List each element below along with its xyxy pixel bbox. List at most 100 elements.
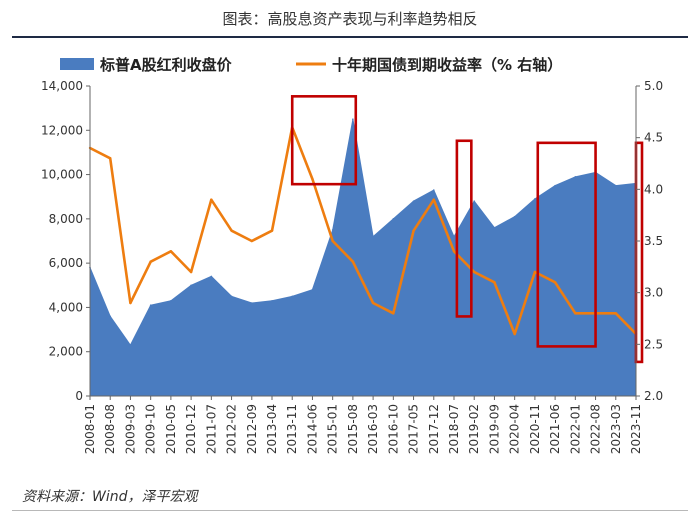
- line-point: [392, 312, 395, 315]
- area-point: [392, 218, 395, 220]
- axes: 0 2,000 4,000 6,000 8,000 10,000 12,000 14,000 2…: [41, 79, 663, 454]
- line-point: [331, 239, 334, 243]
- x-tick-label: 2012-09: [245, 404, 259, 454]
- area-point: [352, 118, 354, 121]
- y-left-tick-label: 8,000: [49, 212, 83, 226]
- x-tick-label: 2008-08: [103, 404, 117, 454]
- bottom-rule: [12, 510, 688, 511]
- x-tick-label: 2021-06: [548, 404, 562, 454]
- y-left-tick-label: 2,000: [49, 345, 83, 359]
- area-point: [271, 299, 273, 302]
- area-point: [149, 304, 152, 307]
- area-point: [534, 198, 536, 200]
- area-point: [291, 295, 294, 298]
- x-tick-label: 2023-03: [609, 404, 623, 454]
- x-tick-label: 2017-05: [407, 404, 421, 454]
- highlight-box: [634, 141, 644, 364]
- line-point: [351, 260, 355, 263]
- y-right-tick-label: 2.5: [644, 337, 663, 351]
- series-line-10y-yield: [89, 126, 637, 336]
- x-tick-label: 2015-08: [346, 404, 360, 454]
- x-tick-label: 2010-12: [184, 404, 198, 454]
- line-point: [230, 229, 233, 232]
- x-tick-label: 2019-09: [487, 404, 501, 454]
- line-point: [149, 260, 152, 263]
- x-tick-label: 2020-11: [528, 404, 542, 454]
- line-point: [169, 250, 173, 253]
- area-point: [473, 200, 476, 202]
- area-point: [210, 275, 213, 278]
- x-tick-label: 2020-04: [508, 404, 522, 454]
- x-tick-label: 2009-10: [144, 404, 158, 454]
- area-point: [230, 295, 233, 298]
- y-right-tick-label: 5.0: [644, 79, 663, 93]
- area-point: [493, 226, 496, 229]
- x-tick-label: 2018-07: [447, 404, 461, 454]
- line-point: [513, 332, 516, 336]
- highlight-box: [290, 95, 358, 186]
- x-tick-label: 2009-03: [123, 404, 137, 454]
- y-left-tick-label: 0: [75, 389, 83, 403]
- line-point: [210, 198, 213, 201]
- area-point: [614, 184, 617, 187]
- area-point: [432, 189, 435, 191]
- y-right-tick-label: 4.0: [644, 182, 663, 196]
- x-tick-label: 2016-10: [386, 404, 400, 454]
- plot-area: [88, 95, 644, 397]
- legend-label-area: 标普A股红利收盘价: [99, 56, 233, 74]
- x-tick-label: 2012-02: [225, 404, 239, 454]
- line-point: [614, 312, 617, 315]
- x-tick-label: 2016-03: [366, 404, 380, 454]
- line-point: [452, 250, 456, 253]
- area-point: [129, 344, 132, 346]
- x-tick-label: 2015-01: [326, 404, 340, 454]
- area-point: [412, 200, 415, 202]
- line-point: [311, 177, 314, 181]
- line-point: [371, 301, 375, 305]
- area-point: [250, 302, 253, 304]
- line-point: [553, 281, 557, 284]
- x-tick-label: 2022-01: [568, 404, 582, 454]
- x-tick-label: 2019-02: [467, 404, 481, 454]
- area-point: [170, 299, 172, 302]
- y-left-tick-label: 12,000: [41, 123, 83, 137]
- line-point: [109, 157, 112, 160]
- area-point: [190, 284, 192, 287]
- x-tick-label: 2011-07: [204, 404, 218, 454]
- x-tick-label: 2008-01: [83, 404, 97, 454]
- chart-title: 图表：高股息资产表现与利率趋势相反: [222, 10, 478, 28]
- x-tick-label: 2014-06: [305, 404, 319, 454]
- line-point: [412, 229, 415, 232]
- line-point: [189, 270, 193, 274]
- line-point: [574, 312, 577, 315]
- line-point: [270, 229, 274, 232]
- area-point: [331, 229, 334, 231]
- x-tick-label: 2022-08: [589, 404, 603, 454]
- x-tick-label: 2013-11: [285, 404, 299, 454]
- legend-swatch-area: [60, 58, 94, 70]
- line-point: [432, 198, 435, 201]
- y-left-tick-label: 6,000: [49, 256, 83, 270]
- y-left-tick-label: 10,000: [41, 168, 83, 182]
- y-right-tick-label: 3.0: [644, 286, 663, 300]
- series-area-dividend-index: [89, 119, 637, 397]
- area-point: [453, 235, 455, 238]
- line-point: [250, 239, 253, 243]
- highlight-box: [455, 139, 473, 318]
- highlight-box: [536, 141, 597, 348]
- y-left-tick-label: 14,000: [41, 79, 83, 93]
- x-tick-label: 2013-04: [265, 404, 279, 454]
- legend: 标普A股红利收盘价 十年期国债到期收益率（% 右轴）: [60, 56, 562, 74]
- y-right-tick-label: 2.0: [644, 389, 663, 403]
- line-point: [473, 270, 476, 274]
- x-tick-label: 2017-12: [427, 404, 441, 454]
- line-point: [533, 270, 537, 274]
- title-rule: [12, 36, 688, 38]
- y-right-tick-label: 4.5: [644, 131, 663, 145]
- chart-svg: 0 2,000 4,000 6,000 8,000 10,000 12,000 14,000 2…: [41, 56, 663, 454]
- area-point: [372, 235, 374, 238]
- area-point: [311, 288, 314, 291]
- line-point: [493, 281, 496, 284]
- source-note: 资料来源：Wind，泽平宏观: [22, 489, 198, 505]
- area-point: [574, 175, 577, 178]
